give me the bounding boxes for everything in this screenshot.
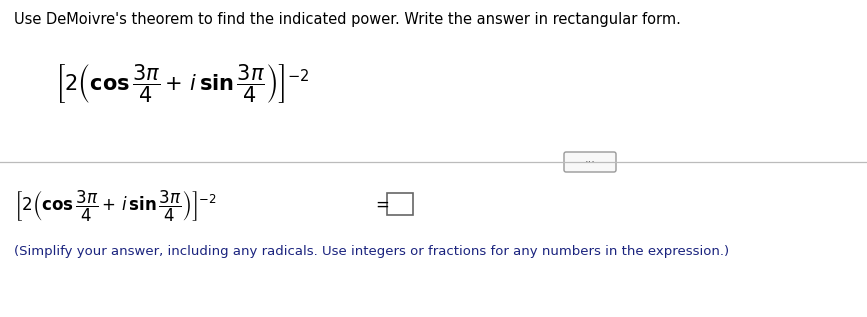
FancyBboxPatch shape (564, 152, 616, 172)
Text: (Simplify your answer, including any radicals. Use integers or fractions for any: (Simplify your answer, including any rad… (14, 245, 729, 258)
Text: $=$: $=$ (372, 195, 389, 213)
Text: $\left[2\left(\mathbf{cos}\,\dfrac{3\pi}{4}+\,i\,\mathbf{sin}\,\dfrac{3\pi}{4}\r: $\left[2\left(\mathbf{cos}\,\dfrac{3\pi}… (55, 62, 310, 105)
FancyBboxPatch shape (387, 193, 413, 215)
Text: Use DeMoivre's theorem to find the indicated power. Write the answer in rectangu: Use DeMoivre's theorem to find the indic… (14, 12, 681, 27)
Text: ···: ··· (584, 157, 596, 167)
Text: $\left[2\left(\mathbf{cos}\,\dfrac{3\pi}{4}+\,i\,\mathbf{sin}\,\dfrac{3\pi}{4}\r: $\left[2\left(\mathbf{cos}\,\dfrac{3\pi}… (14, 189, 217, 224)
